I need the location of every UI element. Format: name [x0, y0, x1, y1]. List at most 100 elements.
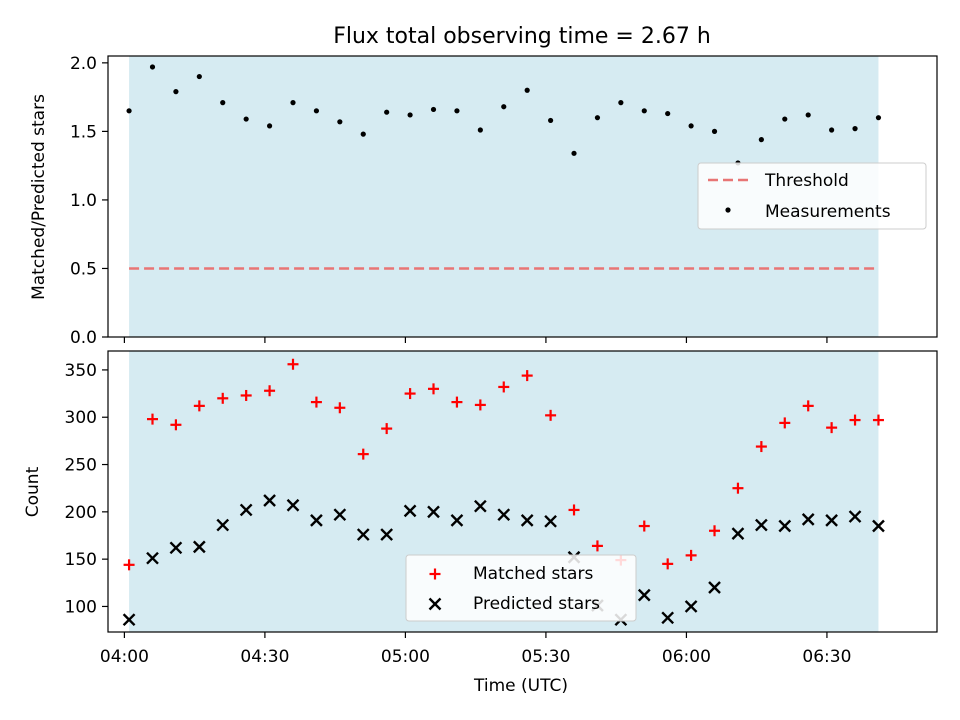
predicted-star-point	[637, 588, 651, 602]
matched-star-point	[123, 559, 135, 571]
legend-measurements-label: Measurements	[765, 202, 891, 222]
y-tick-label: 150	[65, 550, 97, 570]
matched-star-point	[709, 525, 721, 537]
matched-star-point	[240, 389, 252, 401]
measurement-point	[875, 115, 882, 121]
y-tick-label: 200	[65, 503, 97, 523]
measurement-point	[501, 104, 507, 110]
predicted-star-point	[286, 498, 300, 512]
predicted-star-point	[520, 514, 534, 527]
ratio-x-ticks	[123, 337, 828, 343]
measurement-point	[688, 123, 694, 129]
matched-star-point	[264, 385, 276, 397]
matched-star-point	[732, 482, 744, 494]
y-tick-label: 1.0	[70, 191, 97, 211]
predicted-star-point	[708, 581, 721, 594]
predicted-star-point	[169, 541, 183, 555]
matched-star-point	[428, 383, 440, 395]
measurement-point	[852, 126, 858, 132]
measurement-point	[173, 89, 179, 95]
predicted-star-point	[263, 494, 276, 507]
legend-plus-marker	[429, 568, 441, 580]
matched-star-point	[802, 400, 814, 412]
x-tick-label: 05:00	[381, 647, 430, 667]
y-tick-label: 250	[65, 456, 97, 476]
predicted-star-point	[403, 504, 417, 518]
matched-star-point	[545, 409, 557, 421]
predicted-star-point	[333, 508, 347, 522]
matched-star-point	[849, 414, 861, 426]
predicted-star-point	[239, 503, 253, 517]
measurement-point	[758, 137, 764, 143]
measurement-point	[149, 64, 156, 70]
x-tick-label: 04:30	[240, 647, 289, 667]
matched-star-point	[217, 392, 229, 404]
matched-star-point	[568, 504, 580, 516]
legend-matched-swatch	[429, 568, 441, 580]
matched-star-point	[826, 422, 838, 434]
measurement-point	[313, 108, 320, 114]
count-legend: Matched stars Predicted stars	[405, 554, 637, 622]
count-plot-frame	[107, 350, 938, 633]
predicted-star-point	[544, 514, 557, 528]
matched-star-point	[334, 402, 346, 414]
measurement-point	[571, 150, 577, 156]
measurement-point	[641, 108, 647, 114]
y-tick-label: 350	[65, 361, 97, 381]
predicted-star-point	[450, 514, 464, 527]
measurement-point	[220, 100, 226, 106]
y-tick-label: 1.5	[70, 122, 97, 142]
y-tick-label: 0.5	[70, 259, 97, 279]
ratio-plot-frame	[107, 55, 938, 338]
matched-star-point	[872, 414, 884, 426]
predicted-star-point	[661, 611, 675, 625]
ratio-y-axis-label: Matched/Predicted stars	[29, 94, 49, 300]
matched-star-point	[170, 419, 182, 431]
legend-predicted-label: Predicted stars	[473, 594, 600, 614]
measurement-point	[711, 128, 718, 134]
predicted-star-point	[848, 510, 862, 523]
matched-star-point	[404, 388, 416, 400]
measurement-point	[337, 119, 343, 125]
matched-star-point	[779, 417, 791, 429]
measurement-point	[430, 106, 437, 113]
measurement-point	[548, 117, 554, 124]
measurement-point	[665, 110, 671, 117]
predicted-star-point	[380, 528, 394, 541]
measurement-point	[290, 100, 296, 106]
predicted-star-point	[778, 519, 792, 533]
measurement-point	[196, 73, 202, 80]
measurement-point	[805, 112, 811, 118]
measurement-point	[782, 116, 788, 122]
matched-star-point	[451, 396, 463, 408]
legend-threshold-label: Threshold	[764, 171, 849, 191]
matched-star-point	[498, 381, 510, 393]
count-points	[122, 358, 885, 627]
measurement-point	[829, 127, 835, 133]
measurement-points	[126, 64, 882, 166]
y-tick-label: 100	[65, 597, 97, 617]
count-y-axis-label: Count	[23, 466, 43, 517]
predicted-star-point	[731, 527, 745, 540]
legend-measurements-swatch	[725, 207, 731, 213]
x-tick-label: 05:30	[521, 647, 570, 667]
predicted-star-point	[427, 505, 440, 519]
measurement-point	[126, 108, 132, 114]
matched-star-point	[287, 358, 299, 370]
y-tick-label: 0.0	[70, 328, 97, 348]
matched-star-point	[638, 520, 650, 532]
x-tick-label: 06:00	[662, 647, 711, 667]
measurement-point	[360, 131, 366, 137]
x-tick-label: 04:00	[100, 647, 149, 667]
ratio-legend-box	[697, 162, 927, 230]
measurement-point	[594, 115, 601, 121]
predicted-star-point	[146, 551, 159, 565]
ratio-y-ticks: 0.0 0.5 1.0 1.5 2.0	[70, 54, 108, 348]
ratio-panel: 0.00.51.01.52.0 Matched/Predicted stars …	[29, 54, 938, 348]
measurement-point	[266, 123, 273, 129]
predicted-star-point	[310, 514, 323, 527]
measurement-point	[407, 112, 413, 118]
matched-star-point	[685, 549, 697, 561]
